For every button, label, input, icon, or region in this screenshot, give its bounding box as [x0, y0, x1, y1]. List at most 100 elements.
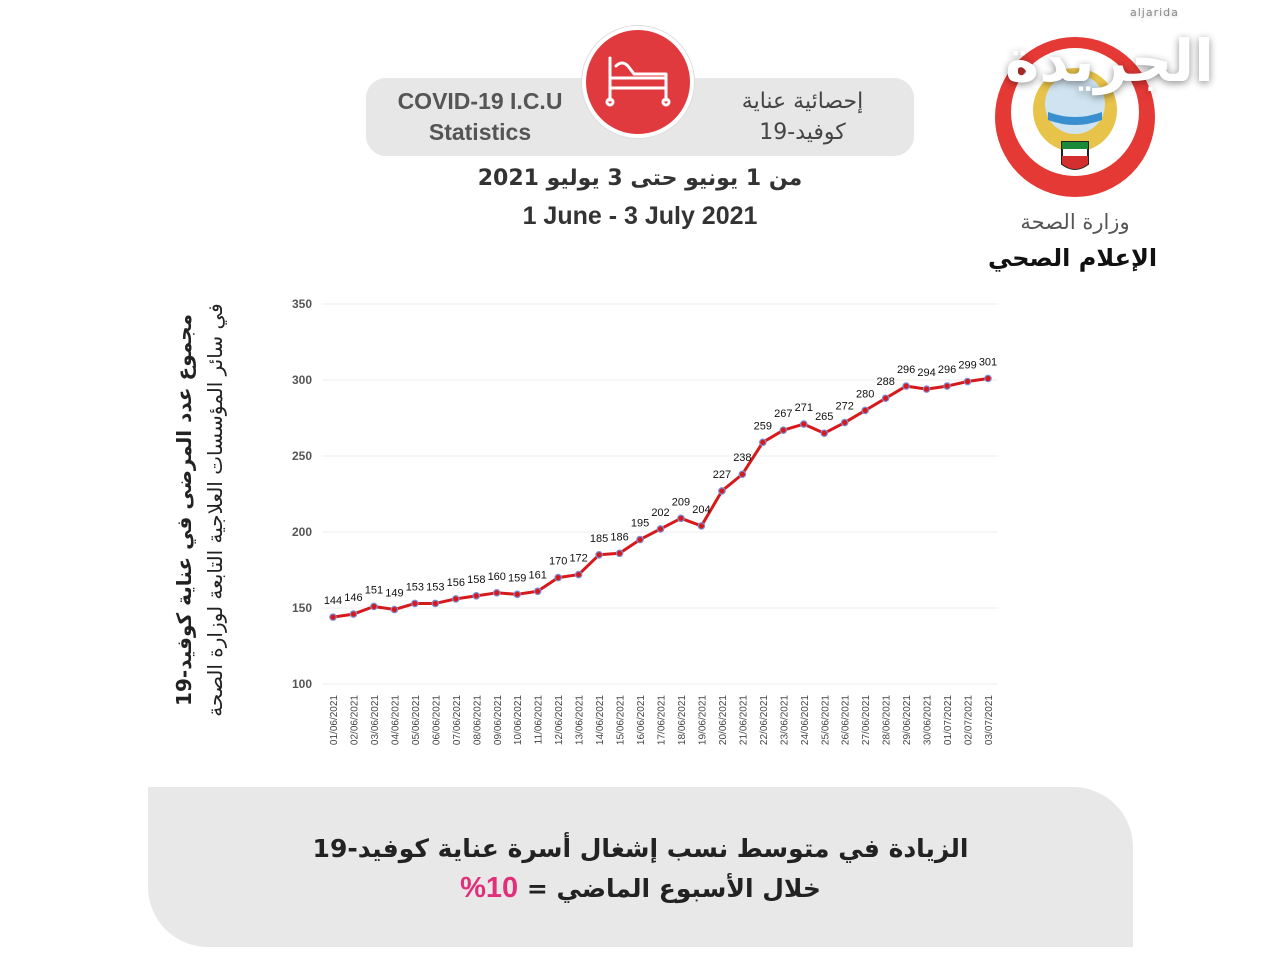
data-point: [349, 610, 358, 618]
title-ar: إحصائية عناية كوفيد-19: [700, 86, 905, 148]
data-point: [861, 406, 869, 415]
watermark-logo: الجريدة: [1005, 27, 1215, 95]
x-tick-label: 22/06/2021: [759, 695, 770, 745]
data-point: [370, 602, 378, 611]
data-point: [656, 525, 665, 533]
x-tick-label: 23/06/2021: [779, 695, 790, 745]
summary-line2: خلال الأسبوع الماضي = 10%: [148, 872, 1133, 905]
data-label: 294: [917, 367, 935, 379]
data-label: 265: [815, 411, 833, 423]
ministry-name: وزارة الصحة: [1020, 210, 1130, 234]
x-tick-label: 27/06/2021: [861, 695, 872, 745]
data-label: 144: [324, 595, 342, 607]
summary-percent: 10%: [460, 872, 519, 904]
data-label: 159: [508, 572, 526, 584]
x-tick-label: 08/06/2021: [472, 695, 483, 745]
watermark-sub: aljarida: [1130, 6, 1179, 19]
x-tick-label: 07/06/2021: [452, 695, 463, 745]
data-point: [492, 588, 501, 597]
data-label: 296: [897, 364, 915, 376]
x-tick-label: 29/06/2021: [902, 695, 913, 745]
data-label: 296: [938, 364, 956, 376]
title-en: COVID-19 I.C.U Statistics: [375, 86, 585, 148]
data-label: 288: [876, 376, 894, 388]
data-point: [738, 470, 747, 479]
x-tick-label: 04/06/2021: [390, 695, 401, 745]
data-point: [840, 418, 849, 427]
data-label: 195: [631, 518, 649, 530]
summary-line2-text: خلال الأسبوع الماضي =: [526, 874, 821, 903]
data-label: 161: [529, 569, 547, 581]
data-point: [902, 382, 910, 390]
data-label: 185: [590, 533, 608, 545]
x-tick-label: 25/06/2021: [820, 695, 831, 745]
data-point: [431, 599, 440, 608]
data-label: 272: [836, 401, 854, 413]
data-point: [943, 382, 951, 390]
data-point: [554, 573, 562, 582]
data-point: [452, 595, 460, 603]
x-tick-label: 10/06/2021: [513, 695, 524, 745]
data-label: 299: [958, 360, 976, 372]
y-tick-label: 350: [292, 297, 312, 311]
x-tick-label: 15/06/2021: [616, 695, 627, 745]
data-point: [574, 570, 583, 579]
data-label: 202: [651, 507, 669, 519]
date-range-ar: من 1 يونيو حتى 3 يوليو 2021: [477, 166, 803, 191]
data-point: [718, 487, 726, 495]
y-tick-label: 100: [292, 677, 312, 691]
data-label: 280: [856, 388, 874, 400]
data-label: 146: [344, 592, 362, 604]
data-point: [329, 613, 337, 621]
data-label: 156: [447, 577, 465, 589]
data-label: 158: [467, 574, 485, 586]
y-tick-label: 150: [292, 601, 312, 615]
y-tick-label: 200: [292, 525, 312, 539]
data-point: [984, 374, 992, 383]
data-label: 267: [774, 408, 792, 420]
data-label: 170: [549, 556, 567, 568]
x-tick-label: 06/06/2021: [431, 695, 442, 745]
data-point: [615, 549, 624, 558]
x-tick-label: 09/06/2021: [493, 695, 504, 745]
title-en-line2: Statistics: [428, 119, 532, 145]
data-label: 186: [610, 531, 628, 543]
data-point: [595, 550, 603, 559]
data-label: 204: [692, 504, 710, 516]
x-tick-label: 24/06/2021: [800, 695, 811, 745]
x-tick-label: 02/07/2021: [964, 695, 975, 745]
data-label: 172: [569, 553, 587, 565]
data-label: 238: [733, 452, 751, 464]
x-tick-label: 18/06/2021: [677, 695, 688, 745]
x-tick-label: 11/06/2021: [534, 695, 545, 745]
data-label: 151: [365, 584, 383, 596]
x-tick-label: 01/07/2021: [943, 695, 954, 745]
department-name: الإعلام الصحي: [987, 244, 1158, 272]
data-point: [799, 420, 808, 428]
data-point: [759, 438, 767, 447]
x-tick-label: 28/06/2021: [882, 695, 893, 745]
x-tick-label: 05/06/2021: [411, 695, 422, 745]
x-tick-label: 14/06/2021: [595, 695, 606, 745]
data-label: 153: [426, 581, 444, 593]
data-point: [411, 599, 419, 608]
title-ar-line1: إحصائية عناية: [741, 89, 864, 114]
title-ar-line2: كوفيد-19: [759, 120, 846, 145]
title-en-line1: COVID-19 I.C.U: [397, 88, 563, 114]
data-label: 301: [979, 356, 997, 368]
data-point: [677, 514, 685, 523]
data-point: [636, 535, 644, 544]
data-label: 153: [406, 581, 424, 593]
y-tick-label: 250: [292, 449, 312, 463]
data-label: 209: [672, 496, 690, 508]
data-point: [922, 385, 931, 393]
x-tick-label: 19/06/2021: [697, 695, 708, 745]
x-tick-label: 30/06/2021: [923, 695, 934, 745]
x-tick-label: 16/06/2021: [636, 695, 647, 745]
x-tick-label: 26/06/2021: [841, 695, 852, 745]
hospital-bed-badge: [582, 26, 694, 138]
data-point: [390, 605, 399, 614]
data-point: [779, 426, 788, 434]
summary-box: [148, 787, 1133, 947]
x-tick-label: 20/06/2021: [718, 695, 729, 745]
